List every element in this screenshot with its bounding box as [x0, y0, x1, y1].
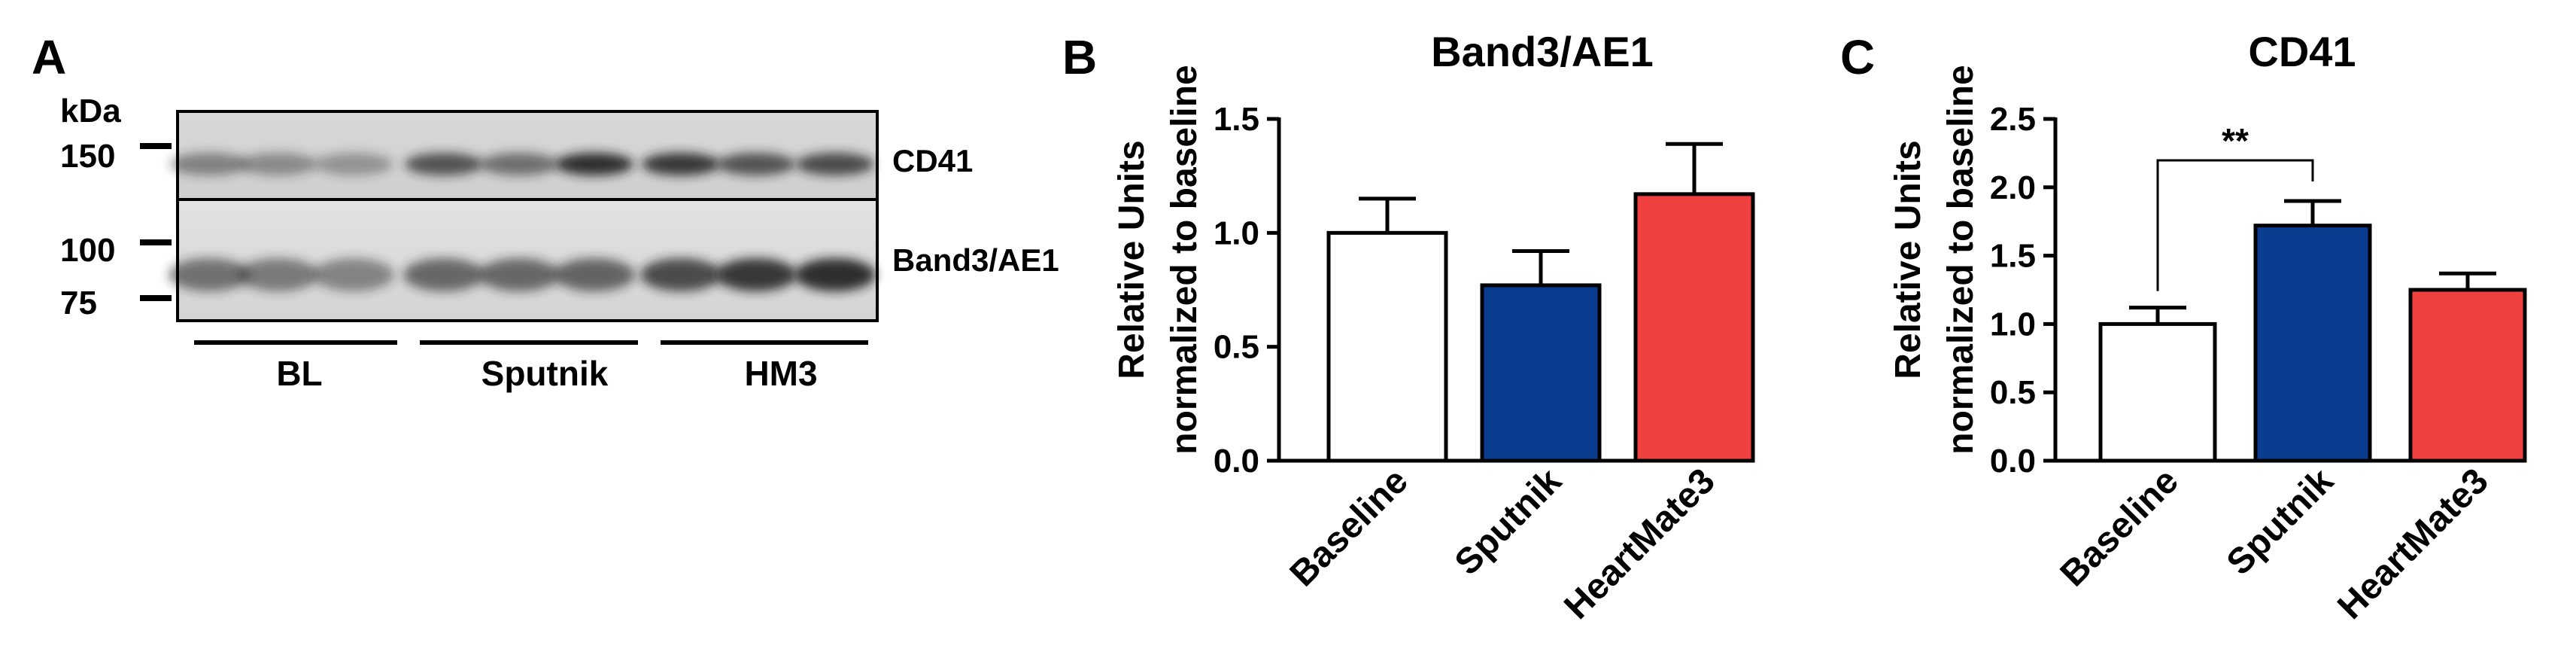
y-tick-label: 2.0 — [1990, 169, 2036, 206]
blot-band-cd41 — [239, 153, 317, 175]
plot-area: 0.0 0.5 1.0 1.5 2.0 2.5 Baseline SputnikHeartMa… — [1990, 101, 2527, 627]
y-axis-label-line2: normalized to baseline — [1165, 65, 1204, 454]
bar-sputnik — [1480, 283, 1602, 463]
blot-band-cd41 — [480, 153, 558, 175]
blot-frame — [176, 110, 879, 322]
group-label-sputnik: Sputnik — [481, 354, 609, 393]
blot-band-cd41 — [642, 153, 720, 175]
panel-a-letter: A — [32, 30, 66, 84]
y-axis-label-line1: Relative Units — [1888, 140, 1928, 379]
group-line-sputnik — [420, 340, 638, 345]
marker-tick-100 — [140, 239, 172, 245]
y-tick-label: 2.5 — [1990, 101, 2036, 138]
blot-band-cd41 — [314, 153, 393, 175]
y-tick-label: 0.5 — [1990, 374, 2036, 411]
chart-title: CD41 — [2248, 28, 2356, 75]
panel-b-letter: B — [1062, 30, 1097, 84]
blot-band-band3 — [554, 258, 635, 291]
bar-baseline — [2098, 321, 2217, 463]
blot-band-band3 — [238, 258, 319, 291]
blot-band-band3 — [403, 258, 485, 291]
blot-band-band3 — [715, 258, 797, 291]
panel-c-letter: C — [1840, 30, 1875, 84]
kda-label: kDa — [60, 93, 121, 129]
blot-band-band3 — [478, 258, 560, 291]
blot-band-band3 — [169, 258, 250, 291]
bar-sputnik — [2253, 224, 2372, 463]
x-tick-label: Baseline — [1283, 461, 1416, 594]
group-line-hm3 — [661, 340, 868, 345]
y-tick-label: 1.0 — [1990, 306, 2036, 343]
marker-75: 75 — [60, 285, 97, 321]
blot-bands — [169, 153, 876, 291]
x-tick-label: Baseline — [2053, 461, 2186, 594]
y-axis-label-line1: Relative Units — [1112, 140, 1152, 379]
y-axis-label-line2: normalized to baseline — [1941, 65, 1981, 454]
chart-title: Band3/AE1 — [1431, 28, 1654, 75]
blot-band-cd41 — [717, 153, 795, 175]
bar-baseline — [1326, 230, 1448, 463]
group-label-bl: BL — [276, 354, 322, 393]
band-label-band3: Band3/AE1 — [892, 242, 1059, 278]
significance-bracket — [2156, 159, 2314, 291]
blot-band-cd41 — [405, 153, 483, 175]
y-tick-label: 0.5 — [1214, 329, 1259, 366]
y-tick-label: 1.5 — [1214, 101, 1259, 138]
group-label-hm3: HM3 — [744, 354, 817, 393]
marker-tick-75 — [140, 295, 172, 301]
panel-a: A kDa 150 100 75 CD41 Band3/AE1 BL Sputn… — [32, 30, 1059, 393]
x-tick-label: Sputnik — [1447, 461, 1569, 583]
blot-image — [169, 110, 879, 322]
marker-100: 100 — [60, 232, 115, 269]
y-tick-label: 1.5 — [1990, 238, 2036, 275]
blot-band-cd41 — [170, 153, 248, 175]
blot-band-cd41 — [796, 153, 874, 175]
x-tick-label: Sputnik — [2219, 461, 2341, 583]
chart-cd41: C CD41 Relative Units normalized to base… — [1840, 28, 2527, 627]
y-tick-label: 1.0 — [1214, 215, 1259, 251]
marker-tick-150 — [140, 143, 172, 149]
bar-heartmate3 — [1633, 192, 1755, 463]
significance-label: ** — [2222, 121, 2249, 160]
x-tick-label: HeartMate3 — [1557, 461, 1722, 626]
blot-band-band3 — [794, 258, 876, 291]
y-tick-label: 0.0 — [1214, 443, 1259, 480]
group-line-bl — [194, 340, 397, 345]
x-tick-label: HeartMate3 — [2330, 461, 2496, 626]
chart-band3: B Band3/AE1 Relative Units normalized to… — [1062, 28, 1755, 627]
blot-band-band3 — [640, 258, 721, 291]
band-label-cd41: CD41 — [892, 143, 973, 178]
y-tick-label: 0.0 — [1990, 443, 2036, 480]
marker-150: 150 — [60, 138, 115, 175]
bar-heartmate3 — [2408, 288, 2527, 463]
blot-band-cd41 — [555, 153, 633, 175]
blot-band-band3 — [313, 258, 394, 291]
